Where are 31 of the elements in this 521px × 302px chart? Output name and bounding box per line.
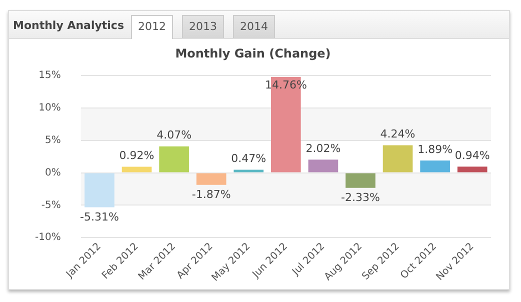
bar: [122, 166, 152, 172]
bar: [234, 170, 264, 172]
data-label: 0.94%: [454, 149, 490, 162]
data-label: 0.92%: [119, 149, 154, 162]
bar: [346, 173, 376, 188]
text: 2013: [182, 15, 224, 38]
data-label: 1.89%: [418, 142, 453, 156]
data-label: 4.24%: [380, 128, 416, 141]
y-tick-label: -5%: [41, 200, 61, 211]
y-tick-label: 10%: [38, 102, 61, 114]
text: 2012: [131, 15, 173, 39]
data-label: -2.33%: [341, 191, 380, 204]
bar: [308, 160, 338, 172]
bar: [84, 173, 114, 208]
y-tick-label: 5%: [44, 134, 61, 146]
data-label: -1.87%: [192, 188, 231, 202]
bar: [420, 160, 450, 172]
chart-title: Monthly Gain (Change): [175, 46, 331, 60]
y-tick-label: 0%: [44, 167, 61, 178]
bar: [159, 146, 189, 172]
data-label: 2.02%: [306, 142, 341, 155]
data-label: 4.07%: [156, 128, 192, 142]
bar: [457, 166, 488, 172]
y-tick-label: -10%: [34, 232, 61, 244]
bar: [382, 145, 413, 172]
data-label: 0.47%: [231, 152, 266, 166]
data-label: -5.31%: [80, 210, 119, 224]
text: 2014: [233, 15, 275, 38]
bar: [196, 173, 226, 185]
y-tick-label: 15%: [38, 70, 61, 81]
text: Monthly Analytics: [13, 18, 124, 34]
